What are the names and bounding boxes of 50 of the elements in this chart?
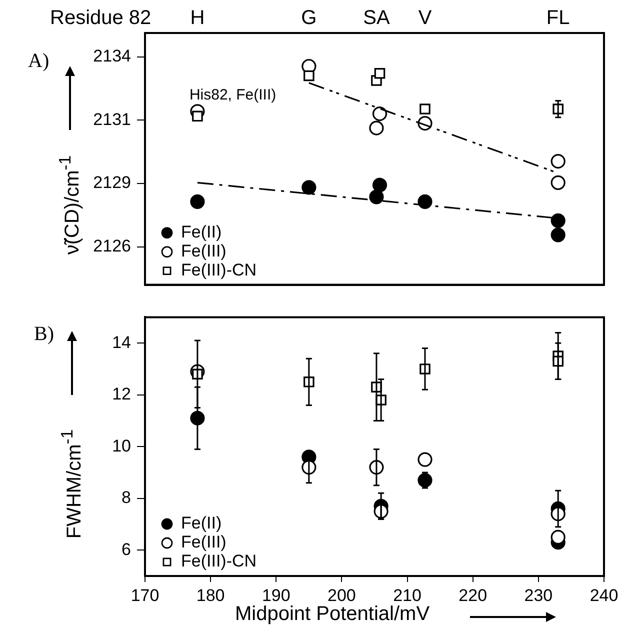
annotation: His82, Fe(III) bbox=[189, 86, 276, 104]
y-tick-label: 2131 bbox=[93, 110, 131, 129]
point bbox=[550, 530, 566, 544]
text: SA bbox=[363, 7, 390, 29]
point bbox=[192, 110, 203, 122]
text: G bbox=[301, 7, 317, 29]
chart-title: B) bbox=[34, 323, 54, 346]
point bbox=[550, 228, 566, 242]
x-tick-label: 200 bbox=[328, 586, 356, 605]
point bbox=[550, 213, 566, 228]
x-tick-label: 230 bbox=[524, 586, 553, 605]
y-tick-label: 8 bbox=[122, 488, 131, 508]
point bbox=[372, 178, 388, 192]
x-tick-label: 170 bbox=[130, 586, 160, 605]
text: V bbox=[418, 7, 432, 29]
legend-label: Fe(II) bbox=[181, 514, 222, 533]
x-tick-label: 190 bbox=[262, 586, 290, 605]
x-tick-label: 220 bbox=[458, 586, 488, 605]
y-tick-label: 2134 bbox=[93, 46, 131, 66]
point bbox=[418, 194, 432, 209]
x-axis-title: Midpoint Potential/mV bbox=[235, 603, 430, 626]
legend-label: Fe(III) bbox=[181, 532, 226, 552]
y-tick-label: 2129 bbox=[93, 173, 131, 192]
point bbox=[369, 190, 384, 204]
text: A) bbox=[28, 50, 50, 73]
y-tick-label: 12 bbox=[112, 384, 131, 404]
point bbox=[302, 180, 316, 195]
point bbox=[420, 104, 430, 114]
x-tick-label: 240 bbox=[590, 586, 618, 605]
point bbox=[418, 452, 432, 467]
x-tick-label: 210 bbox=[393, 586, 422, 605]
point bbox=[374, 68, 386, 79]
x-tick-label: 180 bbox=[196, 586, 225, 605]
point bbox=[550, 175, 566, 190]
point bbox=[550, 154, 566, 169]
y-tick-label: 6 bbox=[122, 540, 131, 559]
legend-label: Fe(III) bbox=[181, 241, 226, 260]
text: Residue 82 bbox=[50, 7, 152, 29]
legend-label: Fe(III)-CN bbox=[181, 552, 257, 571]
text: H bbox=[190, 7, 205, 29]
point bbox=[372, 106, 388, 122]
point bbox=[190, 194, 205, 209]
legend-label: Fe(III)-CN bbox=[181, 260, 257, 280]
text: FL bbox=[546, 7, 570, 29]
y-tick-label: 14 bbox=[112, 332, 131, 352]
y-tick-label: 2126 bbox=[93, 236, 131, 256]
y-tick-label: 10 bbox=[112, 436, 131, 456]
legend-label: Fe(II) bbox=[181, 222, 222, 242]
point bbox=[304, 70, 314, 82]
point bbox=[369, 120, 384, 136]
